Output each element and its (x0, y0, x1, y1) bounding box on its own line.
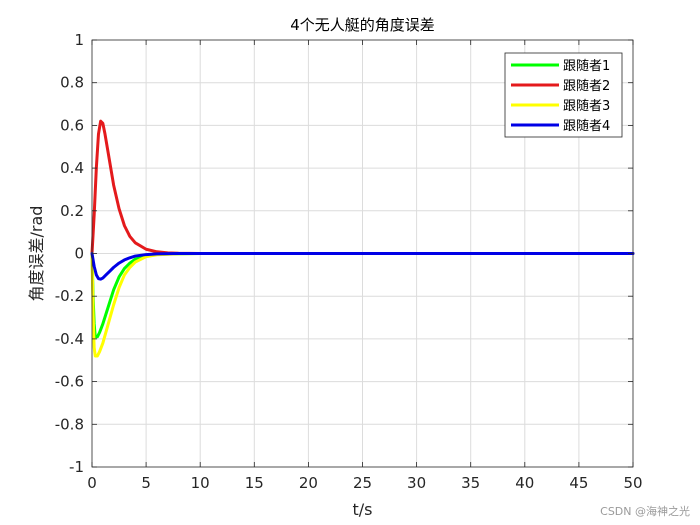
y-tick-label: 0.6 (60, 116, 84, 134)
legend-label-3: 跟随者3 (563, 99, 610, 114)
y-tick-label: -0.8 (55, 415, 84, 433)
y-tick-label: 0 (74, 245, 84, 263)
watermark: CSDN @海神之光 (600, 505, 690, 518)
y-tick-label: -0.4 (55, 330, 84, 348)
y-tick-label: -0.6 (55, 373, 84, 391)
x-tick-label: 50 (623, 474, 642, 492)
series-line-4 (90, 252, 635, 281)
x-tick-label: 35 (461, 474, 480, 492)
chart-title: 4个无人艇的角度误差 (290, 16, 435, 34)
x-tick-label: 40 (515, 474, 534, 492)
x-tick-label: 15 (245, 474, 264, 492)
y-tick-label: 0.8 (60, 74, 84, 92)
x-axis-label: t/s (353, 500, 373, 519)
x-tick-label: 45 (569, 474, 588, 492)
legend-label-1: 跟随者1 (563, 59, 610, 74)
legend-label-2: 跟随者2 (563, 79, 610, 94)
series-layer (90, 119, 635, 358)
x-axis-ticks: 0 5 10 15 20 25 30 35 40 45 50 (87, 40, 643, 492)
x-tick-label: 5 (141, 474, 151, 492)
y-tick-label: 0.4 (60, 159, 84, 177)
legend: 跟随者1 跟随者2 跟随者3 跟随者4 (504, 52, 623, 138)
x-tick-label: 25 (353, 474, 372, 492)
x-tick-label: 10 (191, 474, 210, 492)
y-tick-label: 1 (74, 31, 84, 49)
legend-label-4: 跟随者4 (563, 119, 610, 134)
legend-box (504, 52, 623, 138)
x-tick-label: 20 (299, 474, 318, 492)
y-axis-ticks: -1 -0.8 -0.6 -0.4 -0.2 0 0.2 0.4 0.6 0.8 1 (55, 31, 633, 476)
y-axis-label: 角度误差/rad (27, 206, 46, 302)
x-tick-label: 30 (407, 474, 426, 492)
y-tick-label: -1 (69, 458, 84, 476)
y-tick-label: 0.2 (60, 202, 84, 220)
x-tick-label: 0 (87, 474, 97, 492)
y-tick-label: -0.2 (55, 287, 84, 305)
